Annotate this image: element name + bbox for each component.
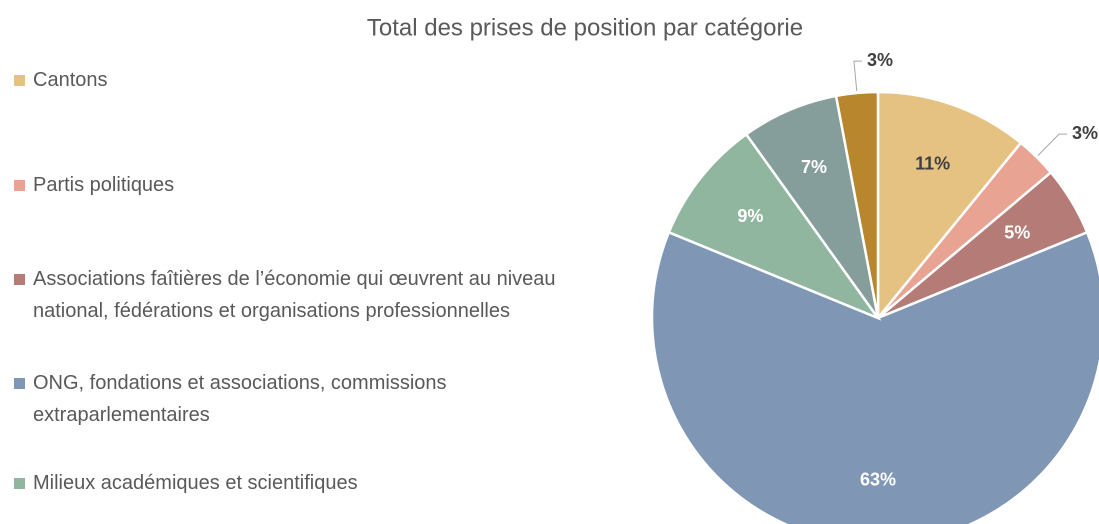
legend-label: ONG, fondations et associations, commiss… bbox=[33, 372, 447, 426]
legend-label: Partis politiques bbox=[33, 174, 175, 196]
data-label: 3% bbox=[1072, 123, 1098, 143]
pie-slice bbox=[876, 90, 1023, 322]
pie-slice bbox=[834, 90, 880, 319]
legend-swatch bbox=[14, 180, 25, 191]
data-label: 11% bbox=[915, 153, 950, 173]
legend-item: Associations faîtières de l’économie qui… bbox=[14, 263, 614, 327]
data-label: 63% bbox=[860, 469, 896, 489]
pie-slice bbox=[650, 230, 1099, 524]
data-label: 7% bbox=[801, 157, 827, 177]
leader-line bbox=[853, 60, 862, 92]
legend-label: Associations faîtières de l’économie qui… bbox=[33, 268, 556, 322]
legend-item: Partis politiques bbox=[14, 169, 614, 201]
data-label: 5% bbox=[1004, 222, 1030, 242]
legend-swatch bbox=[14, 478, 25, 489]
legend-label: Milieux académiques et scientifiques bbox=[33, 472, 358, 494]
legend-item: Cantons bbox=[14, 64, 614, 96]
chart-title: Total des prises de position par catégor… bbox=[367, 14, 803, 41]
legend-swatch bbox=[14, 75, 25, 86]
legend-swatch bbox=[14, 274, 25, 285]
legend-swatch bbox=[14, 378, 25, 389]
legend-label: Cantons bbox=[33, 69, 108, 91]
data-label: 3% bbox=[867, 50, 893, 70]
pie-slice bbox=[667, 132, 882, 321]
legend-item: ONG, fondations et associations, commiss… bbox=[14, 367, 614, 431]
data-label: 9% bbox=[737, 206, 763, 226]
leader-line bbox=[1037, 133, 1068, 156]
legend-item: Milieux académiques et scientifiques bbox=[14, 467, 614, 499]
